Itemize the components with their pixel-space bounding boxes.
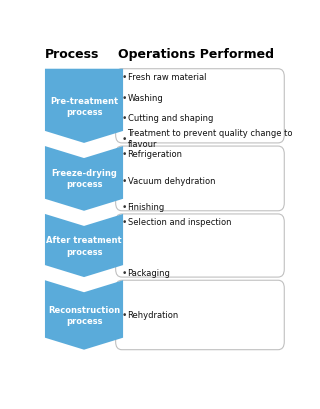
- Text: Process: Process: [45, 48, 99, 61]
- Text: •: •: [122, 202, 127, 211]
- Text: Freeze-drying
process: Freeze-drying process: [51, 169, 117, 189]
- Text: Vacuum dehydration: Vacuum dehydration: [128, 176, 215, 185]
- Text: Operations Performed: Operations Performed: [118, 48, 274, 61]
- Polygon shape: [45, 214, 123, 277]
- FancyBboxPatch shape: [116, 147, 284, 211]
- Text: •: •: [122, 114, 127, 123]
- Polygon shape: [45, 70, 123, 144]
- Text: •: •: [122, 134, 127, 143]
- Text: •: •: [122, 311, 127, 320]
- Text: Packaging: Packaging: [128, 268, 171, 277]
- Text: •: •: [122, 73, 127, 82]
- Text: Cutting and shaping: Cutting and shaping: [128, 114, 213, 123]
- Text: Finishing: Finishing: [128, 202, 165, 211]
- Polygon shape: [45, 281, 123, 350]
- Text: •: •: [122, 93, 127, 102]
- FancyBboxPatch shape: [116, 70, 284, 144]
- Text: •: •: [122, 176, 127, 185]
- Text: Refrigeration: Refrigeration: [128, 150, 182, 159]
- Text: Selection and inspection: Selection and inspection: [128, 218, 231, 227]
- Text: Fresh raw material: Fresh raw material: [128, 73, 206, 82]
- Text: Pre-treatment
process: Pre-treatment process: [50, 97, 118, 117]
- Text: •: •: [122, 268, 127, 277]
- Text: After treatment
process: After treatment process: [46, 236, 122, 256]
- FancyBboxPatch shape: [116, 281, 284, 350]
- Text: Rehydration: Rehydration: [128, 311, 179, 320]
- Text: Washing: Washing: [128, 93, 163, 102]
- Text: •: •: [122, 218, 127, 227]
- Polygon shape: [45, 147, 123, 211]
- FancyBboxPatch shape: [116, 214, 284, 277]
- Text: •: •: [122, 150, 127, 159]
- Text: Reconstruction
process: Reconstruction process: [48, 305, 120, 325]
- Text: Treatment to prevent quality change to flavour: Treatment to prevent quality change to f…: [128, 129, 293, 148]
